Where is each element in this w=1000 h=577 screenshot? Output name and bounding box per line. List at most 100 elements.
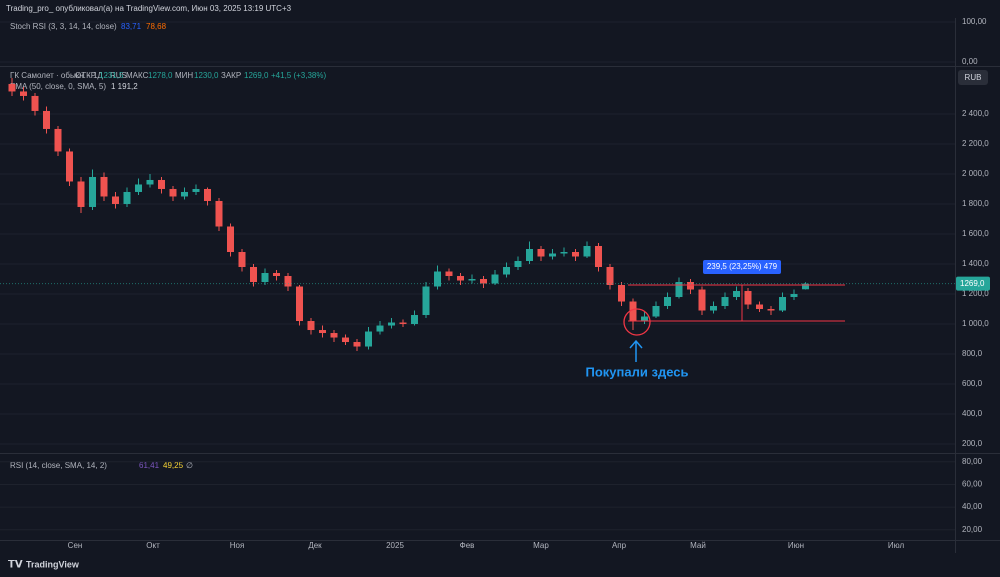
candle-body [158, 179, 165, 189]
y-tick-label: 2 200,0 [962, 139, 989, 148]
x-tick-label: Апр [612, 541, 627, 550]
candle-body [457, 276, 464, 281]
candle-body [319, 330, 326, 334]
candle-body [664, 297, 671, 307]
currency-label[interactable]: RUB [965, 73, 982, 82]
x-tick-label: Май [690, 541, 706, 550]
x-tick-label: Мар [533, 541, 549, 550]
y-tick-label: 1 600,0 [962, 229, 989, 238]
candle-body [652, 306, 660, 317]
candle-body [629, 301, 637, 322]
rsi-ma: 49,25 [163, 461, 184, 470]
candle-body [606, 267, 614, 286]
candle-body [20, 91, 27, 96]
candle-body [583, 245, 591, 257]
legend-item: ГК Самолет · обыкн. · 1Д · RUS [10, 71, 127, 80]
candle-body [595, 245, 602, 268]
stoch-k: 83,71 [121, 22, 142, 31]
ema-legend: EMA (50, close, 0, SMA, 5) [10, 82, 106, 91]
y-tick-label: 60,00 [962, 480, 983, 489]
x-tick-label: Фев [460, 541, 475, 550]
candle-body [560, 251, 568, 254]
candle-body [526, 248, 533, 262]
arrow [629, 339, 643, 362]
last-price-tag [956, 276, 990, 291]
y-tick-label: 200,0 [962, 439, 983, 448]
candle-body [169, 188, 177, 197]
highlight-circle [623, 308, 651, 336]
candle-body [77, 181, 85, 207]
candle-body [687, 282, 694, 290]
x-tick-label: Дек [308, 541, 322, 550]
stoch-d: 78,68 [146, 22, 167, 31]
candle-body [503, 267, 510, 275]
candle-body [192, 188, 200, 192]
candle-body [641, 316, 648, 322]
candle-body [54, 128, 62, 152]
annotation: Покупали здесь [586, 364, 689, 379]
candle-body [549, 253, 556, 257]
candle-body [802, 283, 809, 290]
y-tick-label: 1 200,0 [962, 289, 989, 298]
footer: TradingView [26, 559, 80, 569]
legend-item: 1269,0 [244, 71, 269, 80]
candle-body [411, 315, 418, 325]
candle-body [434, 271, 441, 287]
candle-body [491, 274, 499, 284]
rsi-value: 61,41 [139, 461, 160, 470]
candle-body [330, 333, 338, 338]
legend-item: ЗАКР [221, 71, 241, 80]
candle-body [353, 342, 361, 347]
candle-body [284, 276, 292, 287]
candle-body [399, 322, 407, 325]
y-tick-label: 40,00 [962, 502, 983, 511]
candle-body [698, 289, 706, 311]
y-tick-label: 100,00 [962, 17, 987, 26]
candle-body [756, 304, 763, 310]
legend-item: 1230,0 [194, 71, 219, 80]
y-tick-label: 80,00 [962, 457, 983, 466]
candle-body [790, 294, 798, 298]
last-price-label: 1269,0 [960, 279, 985, 288]
rsi-legend: RSI (14, close, SMA, 14, 2) [10, 461, 107, 470]
rsi-extra: ∅ [186, 461, 193, 470]
header: Trading_pro_ опубликовал(а) на TradingVi… [6, 4, 292, 13]
candle-body [721, 297, 729, 307]
candle-body [31, 95, 39, 111]
candle-body [572, 251, 579, 257]
candle-body [227, 226, 234, 252]
candle-body [767, 309, 775, 311]
y-tick-label: 600,0 [962, 379, 983, 388]
legend-item: МИН [175, 71, 193, 80]
candle-body [261, 273, 269, 283]
y-tick-label: 400,0 [962, 409, 983, 418]
legend-item: 1278,0 [148, 71, 173, 80]
x-tick-label: Сен [68, 541, 83, 550]
candle-body [204, 188, 211, 201]
x-tick-label: 2025 [386, 541, 404, 550]
candle-body [296, 286, 303, 322]
candle-body [100, 176, 108, 197]
legend-item: ОТКР [75, 71, 96, 80]
candle-body [537, 248, 545, 257]
candle-body [146, 179, 154, 185]
candle-body [250, 267, 257, 283]
candle-body [733, 291, 740, 298]
candle-body [422, 286, 430, 316]
candle-body [89, 176, 96, 207]
currency-button[interactable] [958, 70, 988, 85]
y-tick-label: 1 000,0 [962, 319, 989, 328]
candle-body [710, 306, 717, 311]
candle-body [307, 321, 315, 331]
candle-body [675, 282, 683, 298]
candle-body [779, 297, 786, 311]
candle-body [342, 337, 349, 343]
x-tick-label: Июн [788, 541, 804, 550]
x-tick-label: Июл [888, 541, 905, 550]
candle-body [365, 331, 372, 347]
y-tick-label: 2 400,0 [962, 109, 989, 118]
candle-body [181, 191, 188, 197]
logo: 𝗧𝗩 [8, 560, 23, 571]
